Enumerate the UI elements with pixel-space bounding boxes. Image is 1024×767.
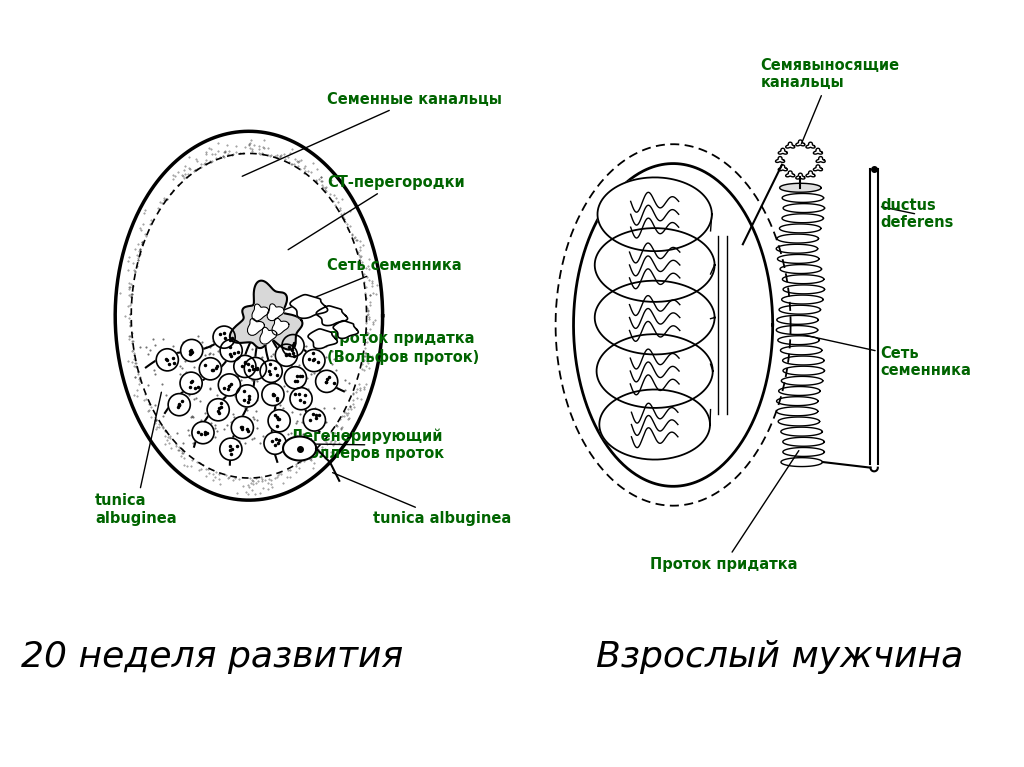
Circle shape xyxy=(200,357,221,380)
Circle shape xyxy=(268,410,290,432)
Circle shape xyxy=(218,374,241,396)
Text: Семенные канальцы: Семенные канальцы xyxy=(243,91,502,176)
Circle shape xyxy=(275,344,297,367)
Text: tunica
albuginea: tunica albuginea xyxy=(95,392,176,525)
Polygon shape xyxy=(599,390,710,459)
Text: ductus
deferens: ductus deferens xyxy=(881,198,954,230)
Text: Сеть
семенника: Сеть семенника xyxy=(803,334,972,378)
Polygon shape xyxy=(283,436,316,460)
Text: Семявыносящие
канальцы: Семявыносящие канальцы xyxy=(761,58,900,143)
Circle shape xyxy=(290,387,312,410)
Polygon shape xyxy=(779,183,821,193)
Polygon shape xyxy=(595,281,715,354)
Polygon shape xyxy=(308,329,337,349)
Text: Дегенерирующий
Мюллеров проток: Дегенерирующий Мюллеров проток xyxy=(291,429,444,461)
Text: СТ-перегородки: СТ-перегородки xyxy=(288,175,465,250)
Polygon shape xyxy=(260,328,276,344)
Polygon shape xyxy=(597,334,713,408)
Circle shape xyxy=(303,409,326,431)
Circle shape xyxy=(180,340,203,361)
Text: Взрослый мужчина: Взрослый мужчина xyxy=(596,640,963,674)
Polygon shape xyxy=(267,304,284,321)
Circle shape xyxy=(157,349,178,371)
Circle shape xyxy=(207,399,229,421)
Polygon shape xyxy=(333,321,358,338)
Text: 20 неделя развития: 20 неделя развития xyxy=(20,640,403,674)
Circle shape xyxy=(231,416,253,439)
Polygon shape xyxy=(272,318,289,335)
Polygon shape xyxy=(316,306,347,325)
Circle shape xyxy=(220,340,243,361)
Polygon shape xyxy=(248,318,264,335)
Text: tunica albuginea: tunica albuginea xyxy=(333,472,512,526)
Text: Проток придатка
(Вольфов проток): Проток придатка (Вольфов проток) xyxy=(328,326,479,365)
Circle shape xyxy=(245,357,266,380)
Circle shape xyxy=(168,393,190,416)
Circle shape xyxy=(285,367,306,389)
Polygon shape xyxy=(595,228,715,302)
Circle shape xyxy=(315,370,338,393)
Polygon shape xyxy=(229,281,302,350)
Circle shape xyxy=(264,432,286,454)
Circle shape xyxy=(191,422,214,444)
Circle shape xyxy=(303,350,325,372)
Circle shape xyxy=(213,326,236,348)
Circle shape xyxy=(237,385,258,407)
Circle shape xyxy=(282,334,304,357)
Polygon shape xyxy=(252,304,269,321)
Polygon shape xyxy=(573,163,773,486)
Polygon shape xyxy=(115,131,383,500)
Text: Проток придатка: Проток придатка xyxy=(650,450,799,572)
Text: Сеть семенника: Сеть семенника xyxy=(284,258,462,310)
Circle shape xyxy=(260,360,283,383)
Circle shape xyxy=(233,355,256,377)
Circle shape xyxy=(180,372,202,394)
Circle shape xyxy=(220,438,242,460)
Circle shape xyxy=(262,384,284,406)
Polygon shape xyxy=(290,295,328,318)
Polygon shape xyxy=(597,177,712,251)
